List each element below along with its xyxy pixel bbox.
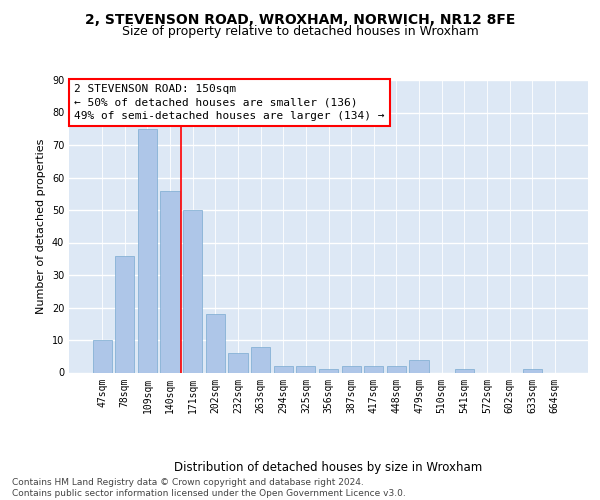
Bar — [229, 353, 248, 372]
X-axis label: Distribution of detached houses by size in Wroxham: Distribution of detached houses by size … — [175, 461, 482, 474]
Bar — [455, 369, 474, 372]
Bar — [138, 128, 157, 372]
Bar — [183, 210, 202, 372]
Bar — [523, 369, 542, 372]
Text: 2 STEVENSON ROAD: 150sqm
← 50% of detached houses are smaller (136)
49% of semi-: 2 STEVENSON ROAD: 150sqm ← 50% of detach… — [74, 84, 385, 121]
Bar — [274, 366, 293, 372]
Bar — [319, 369, 338, 372]
Bar — [115, 256, 134, 372]
Bar — [296, 366, 316, 372]
Bar — [387, 366, 406, 372]
Bar — [341, 366, 361, 372]
Bar — [364, 366, 383, 372]
Bar — [160, 190, 180, 372]
Bar — [92, 340, 112, 372]
Bar — [206, 314, 225, 372]
Text: Contains HM Land Registry data © Crown copyright and database right 2024.
Contai: Contains HM Land Registry data © Crown c… — [12, 478, 406, 498]
Y-axis label: Number of detached properties: Number of detached properties — [36, 138, 46, 314]
Bar — [251, 346, 270, 372]
Bar — [409, 360, 428, 372]
Text: Size of property relative to detached houses in Wroxham: Size of property relative to detached ho… — [122, 24, 478, 38]
Text: 2, STEVENSON ROAD, WROXHAM, NORWICH, NR12 8FE: 2, STEVENSON ROAD, WROXHAM, NORWICH, NR1… — [85, 12, 515, 26]
